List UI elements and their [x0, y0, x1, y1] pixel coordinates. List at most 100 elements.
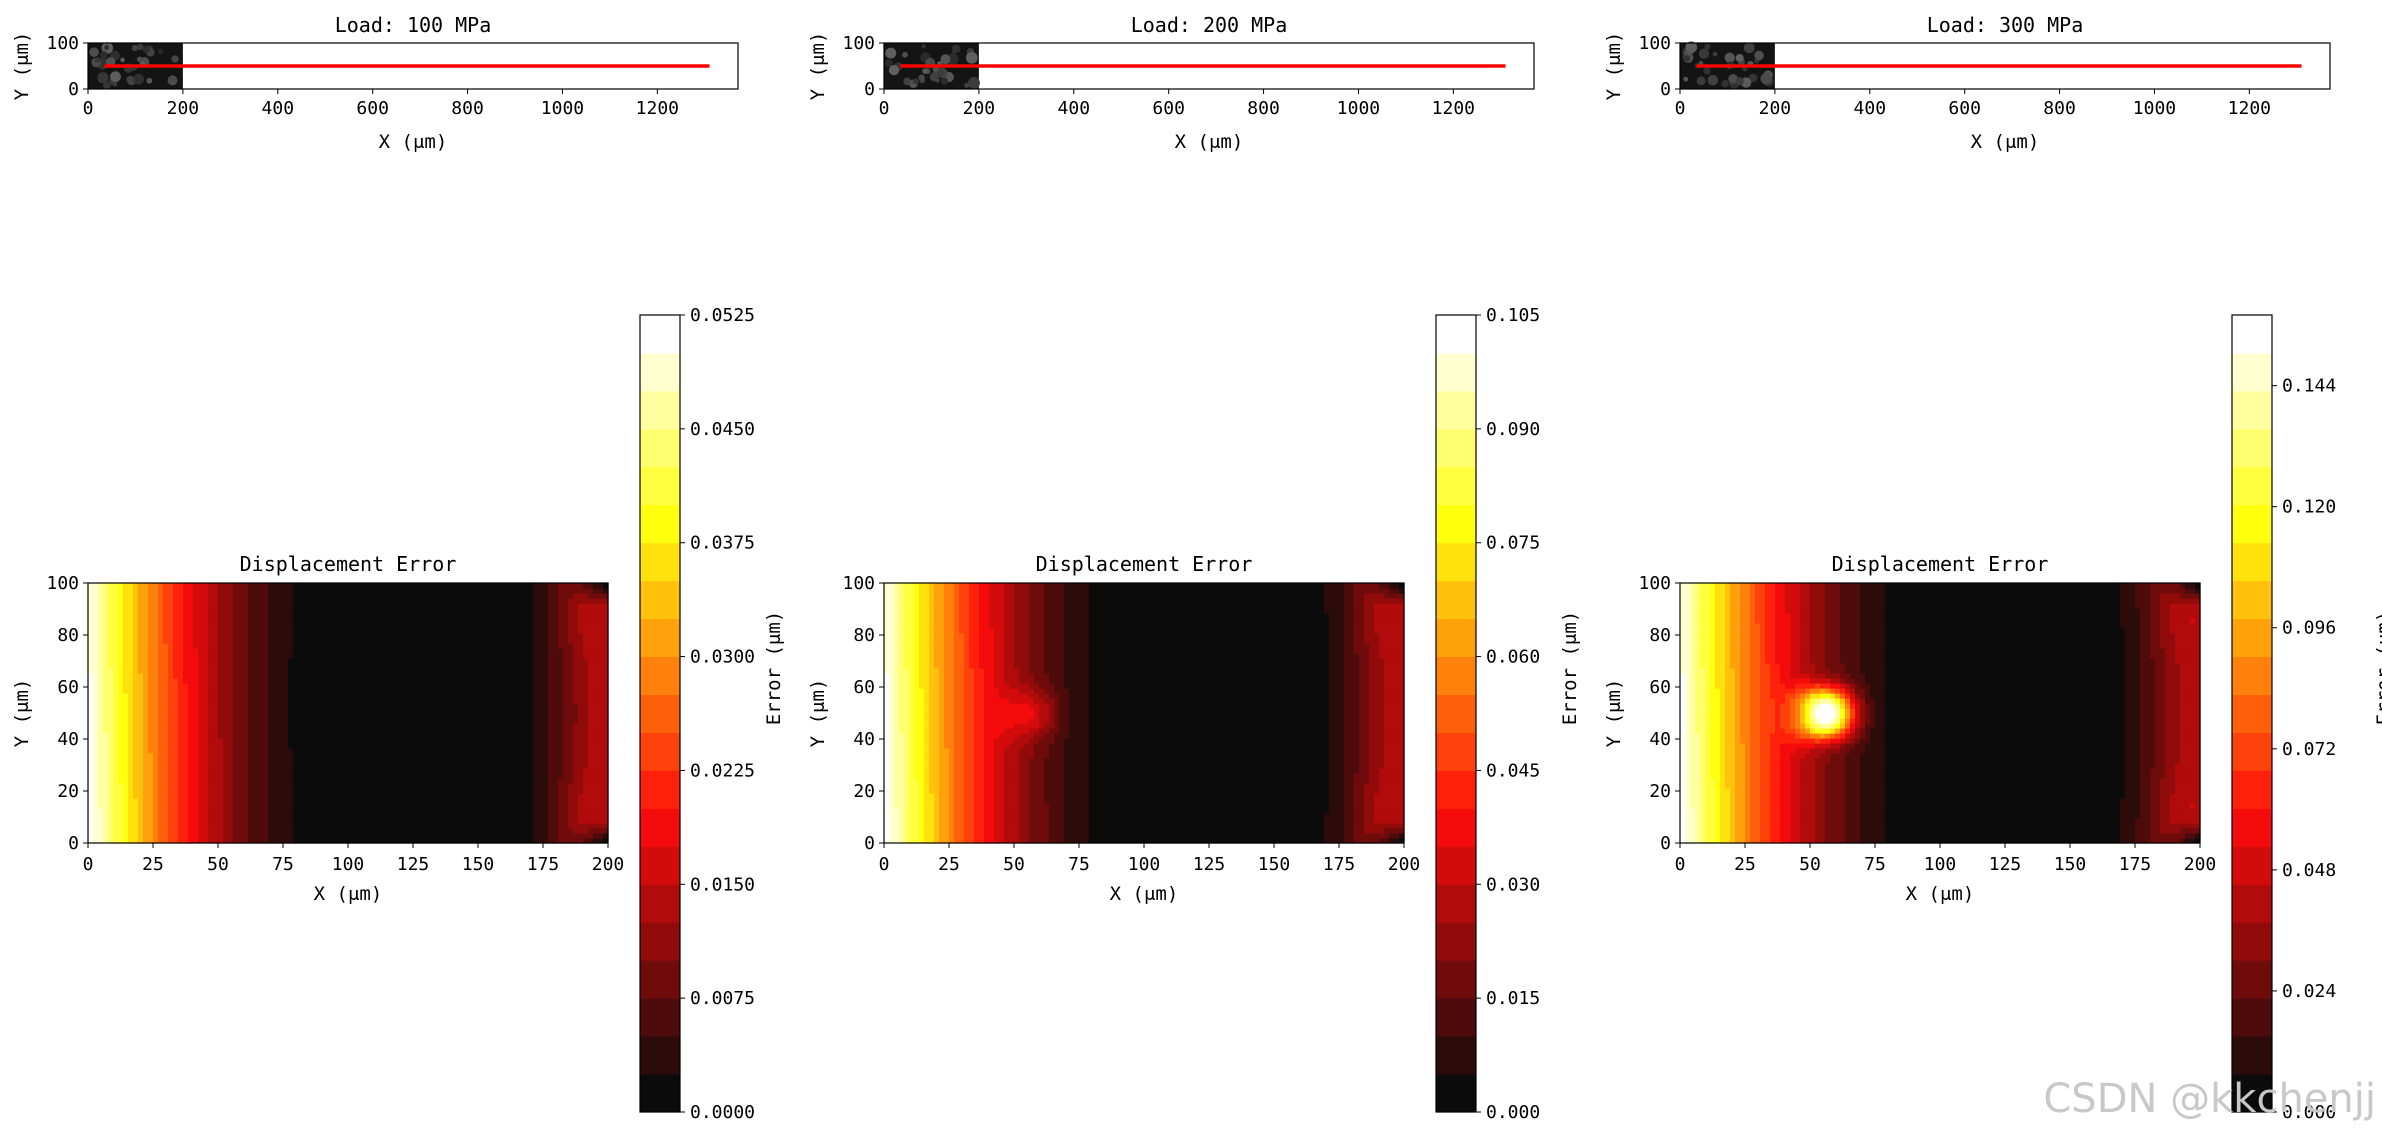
- contour-cell: [108, 683, 114, 689]
- contour-cell: [523, 638, 529, 644]
- contour-cell: [213, 688, 219, 694]
- contour-cell: [468, 623, 474, 629]
- contour-cell: [213, 773, 219, 779]
- contour-cell: [328, 788, 334, 794]
- contour-cell: [503, 623, 509, 629]
- contour-cell: [238, 588, 244, 594]
- contour-cell: [368, 598, 374, 604]
- contour-cell: [103, 718, 109, 724]
- contour-cell: [263, 783, 269, 789]
- contour-cell: [398, 743, 404, 749]
- contour-cell: [228, 753, 234, 759]
- contour-cell: [458, 623, 464, 629]
- contour-cell: [363, 678, 369, 684]
- contour-cell: [423, 773, 429, 779]
- contour-cell: [253, 693, 259, 699]
- contour-cell: [323, 738, 329, 744]
- contour-cell: [123, 588, 129, 594]
- axes-frame: [87, 42, 739, 90]
- contour-cell: [518, 783, 524, 789]
- contour-cell: [423, 623, 429, 629]
- contour-cell: [438, 803, 444, 809]
- contour-cell: [188, 823, 194, 829]
- contour-cell: [118, 638, 124, 644]
- contour-cell: [288, 668, 294, 674]
- contour-cell: [173, 693, 179, 699]
- contour-cell: [243, 708, 249, 714]
- contour-cell: [153, 713, 159, 719]
- contour-cell: [348, 778, 354, 784]
- contour-cell: [428, 593, 434, 599]
- contour-cell: [453, 778, 459, 784]
- contour-cell: [378, 708, 384, 714]
- contour-cell: [548, 798, 554, 804]
- contour-cell: [203, 713, 209, 719]
- contour-cell: [153, 618, 159, 624]
- microstructure-grain: [1683, 55, 1691, 62]
- contour-cell: [128, 628, 134, 634]
- contour-cell: [203, 823, 209, 829]
- contour-cell: [223, 728, 229, 734]
- contour-cell: [493, 738, 499, 744]
- contour-cell: [378, 658, 384, 664]
- contour-cell: [358, 683, 364, 689]
- contour-cell: [378, 738, 384, 744]
- contour-cell: [163, 633, 169, 639]
- contour-cell: [293, 673, 299, 679]
- contour-cell: [273, 753, 279, 759]
- contour-cell: [148, 738, 154, 744]
- contour-cell: [108, 718, 114, 724]
- contour-cell: [93, 728, 99, 734]
- contour-cell: [528, 758, 534, 764]
- contour-cell: [318, 733, 324, 739]
- contour-cell: [338, 708, 344, 714]
- contour-cell: [208, 603, 214, 609]
- contour-cell: [503, 618, 509, 624]
- contour-cell: [543, 653, 549, 659]
- contour-cell: [448, 693, 454, 699]
- contour-cell: [223, 773, 229, 779]
- contour-cell: [358, 763, 364, 769]
- contour-cell: [343, 828, 349, 834]
- contour-cell: [193, 693, 199, 699]
- contour-cell: [303, 818, 309, 824]
- contour-cell: [118, 633, 124, 639]
- contour-cell: [303, 678, 309, 684]
- contour-cell: [518, 718, 524, 724]
- contour-cell: [513, 778, 519, 784]
- contour-cell: [243, 813, 249, 819]
- contour-cell: [358, 618, 364, 624]
- contour-cell: [173, 738, 179, 744]
- contour-cell: [343, 638, 349, 644]
- contour-cell: [253, 758, 259, 764]
- y-tick-label: 0: [1660, 79, 1671, 100]
- contour-cell: [93, 743, 99, 749]
- contour-cell: [263, 588, 269, 594]
- contour-cell: [263, 753, 269, 759]
- contour-cell: [478, 828, 484, 834]
- contour-cell: [203, 583, 209, 589]
- contour-cell: [118, 613, 124, 619]
- contour-cell: [418, 703, 424, 709]
- contour-cell: [243, 808, 249, 814]
- contour-cell: [378, 778, 384, 784]
- contour-cell: [278, 628, 284, 634]
- contour-cell: [438, 603, 444, 609]
- contour-cell: [448, 753, 454, 759]
- contour-cell: [543, 753, 549, 759]
- contour-cell: [88, 773, 94, 779]
- contour-cell: [498, 828, 504, 834]
- contour-cell: [393, 593, 399, 599]
- contour-cell: [203, 748, 209, 754]
- contour-cell: [363, 698, 369, 704]
- contour-cell: [488, 793, 494, 799]
- contour-cell: [548, 698, 554, 704]
- contour-cell: [93, 698, 99, 704]
- contour-cell: [93, 748, 99, 754]
- contour-cell: [513, 668, 519, 674]
- contour-cell: [353, 728, 359, 734]
- contour-cell: [103, 823, 109, 829]
- contour-cell: [298, 738, 304, 744]
- contour-cell: [308, 743, 314, 749]
- contour-cell: [218, 683, 224, 689]
